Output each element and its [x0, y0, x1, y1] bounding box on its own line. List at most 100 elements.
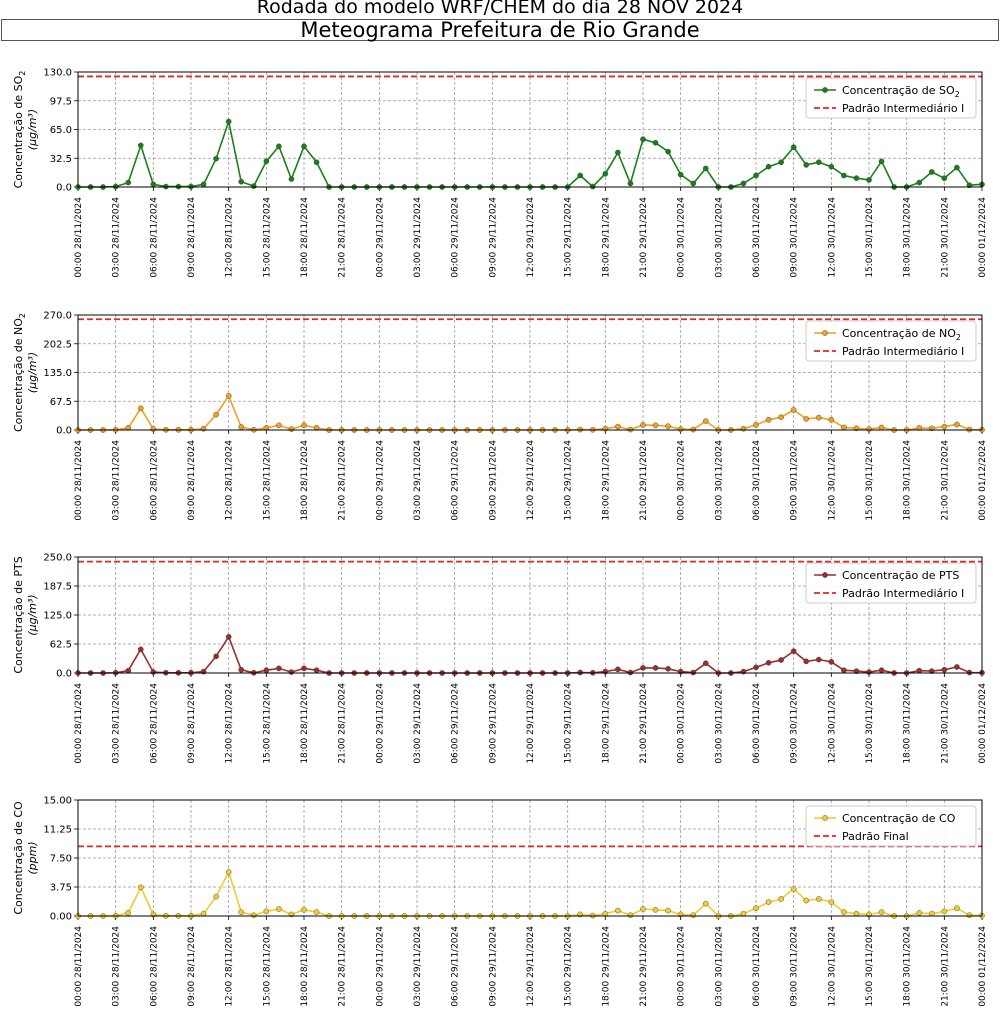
x-tick-label: 15:00 28/11/2024 [262, 683, 272, 764]
legend-box [805, 562, 977, 604]
x-tick-label: 03:00 28/11/2024 [112, 440, 122, 521]
x-tick-label: 00:00 29/11/2024 [375, 683, 385, 764]
x-tick-label: 18:00 29/11/2024 [601, 440, 611, 521]
x-tick-label: 06:00 29/11/2024 [451, 926, 461, 1007]
x-tick-label: 00:00 01/12/2024 [978, 440, 988, 521]
chart-no2: 0.0 67.5 135.0 202.5 270.0 00:00 28/11/2024 03… [12, 311, 988, 521]
x-tick-label: 00:00 30/11/2024 [677, 683, 687, 764]
legend-series-marker [822, 815, 828, 821]
x-tick-label: 12:00 29/11/2024 [526, 440, 536, 521]
data-point [702, 418, 709, 424]
x-tick-label: 12:00 29/11/2024 [526, 197, 536, 278]
data-point [125, 910, 132, 916]
x-tick-label: 00:00 28/11/2024 [74, 440, 84, 521]
data-point [137, 884, 144, 891]
y-tick-label: 7.50 [50, 854, 72, 865]
data-point [313, 909, 320, 915]
data-point [866, 177, 872, 183]
data-point [627, 912, 634, 919]
chart-so2: 0.0 32.5 65.0 97.5 130.0 00:00 28/11/2024 03:0… [12, 68, 988, 278]
plot-frame [77, 71, 983, 188]
x-tick-label: 00:00 28/11/2024 [74, 926, 84, 1007]
data-point [954, 905, 960, 912]
data-point [778, 896, 784, 902]
x-tick-label: 06:00 29/11/2024 [451, 197, 461, 278]
data-point [602, 425, 609, 432]
data-point [765, 163, 772, 170]
y-tick-label: 0.0 [56, 669, 72, 680]
y-axis-label: Concentração de NO2 [12, 313, 27, 432]
x-tick-label: 12:00 30/11/2024 [827, 440, 837, 521]
data-point [815, 656, 822, 663]
legend-series-marker [822, 87, 828, 93]
y-tick-label: 130.0 [43, 68, 72, 79]
data-point [615, 666, 621, 673]
x-tick-label: 18:00 30/11/2024 [903, 683, 913, 764]
figure-suptitle: Rodada do modelo WRF/CHEM do dia 28 NOV … [256, 0, 744, 18]
x-tick-label: 15:00 30/11/2024 [865, 683, 875, 764]
data-point [652, 907, 659, 913]
x-tick-label: 15:00 29/11/2024 [564, 440, 574, 521]
series-line [78, 869, 983, 917]
x-tick-label: 09:00 29/11/2024 [488, 926, 498, 1007]
data-point [250, 912, 257, 919]
data-point [150, 181, 157, 188]
data-point [150, 426, 157, 432]
y-tick-label: 0.0 [56, 426, 72, 437]
data-point [640, 422, 646, 428]
data-point [866, 669, 872, 675]
data-point [828, 416, 835, 423]
x-tick-label: 21:00 30/11/2024 [940, 683, 950, 764]
data-point [778, 159, 784, 166]
data-point [778, 657, 784, 663]
data-point [665, 666, 671, 672]
data-point [690, 912, 697, 919]
data-point [790, 407, 797, 413]
y-axis-unit: (μg/m³) [26, 109, 39, 150]
x-tick-label: 09:00 28/11/2024 [187, 440, 197, 521]
data-point [803, 416, 810, 422]
data-point [250, 183, 257, 189]
x-tick-label: 03:00 29/11/2024 [413, 440, 423, 521]
data-point [276, 906, 282, 912]
data-point [301, 665, 307, 672]
y-tick-label: 250.0 [43, 553, 72, 564]
x-tick-label: 09:00 30/11/2024 [790, 926, 800, 1007]
x-tick-label: 15:00 28/11/2024 [262, 197, 272, 278]
x-tick-label: 09:00 29/11/2024 [488, 683, 498, 764]
data-point [577, 172, 584, 179]
data-point [225, 393, 232, 399]
data-point [652, 139, 659, 146]
y-axis-unit: (μg/m³) [26, 352, 39, 393]
x-tick-label: 06:00 30/11/2024 [752, 683, 762, 764]
x-tick-label: 21:00 29/11/2024 [639, 197, 649, 278]
x-tick-label: 15:00 30/11/2024 [865, 197, 875, 278]
y-tick-label: 67.5 [50, 397, 72, 408]
data-point [878, 909, 885, 915]
x-tick-label: 21:00 28/11/2024 [338, 683, 348, 764]
x-tick-label: 18:00 29/11/2024 [601, 683, 611, 764]
x-tick-label: 15:00 30/11/2024 [865, 440, 875, 521]
legend-box [805, 320, 977, 362]
x-tick-label: 18:00 29/11/2024 [601, 197, 611, 278]
x-tick-label: 06:00 29/11/2024 [451, 440, 461, 521]
data-point [853, 668, 860, 674]
data-point [740, 180, 747, 187]
data-point [301, 907, 307, 913]
legend-standard-label: Padrão Intermediário I [842, 345, 964, 358]
data-point [627, 180, 634, 187]
data-point [702, 165, 709, 172]
data-point [213, 653, 219, 660]
y-tick-label: 270.0 [43, 311, 72, 322]
chart-pts: 0.0 62.5 125.0 187.5 250.0 00:00 28/11/2024 03… [12, 553, 988, 764]
data-point [263, 158, 270, 165]
data-point [615, 149, 621, 156]
x-tick-label: 06:00 28/11/2024 [149, 197, 159, 278]
legend-standard-label: Padrão Intermediário I [842, 587, 964, 600]
data-point [828, 659, 835, 665]
data-point [276, 143, 282, 150]
y-tick-label: 11.25 [43, 825, 72, 836]
x-tick-label: 03:00 29/11/2024 [413, 926, 423, 1007]
data-point [238, 666, 245, 673]
x-tick-label: 09:00 30/11/2024 [790, 440, 800, 521]
